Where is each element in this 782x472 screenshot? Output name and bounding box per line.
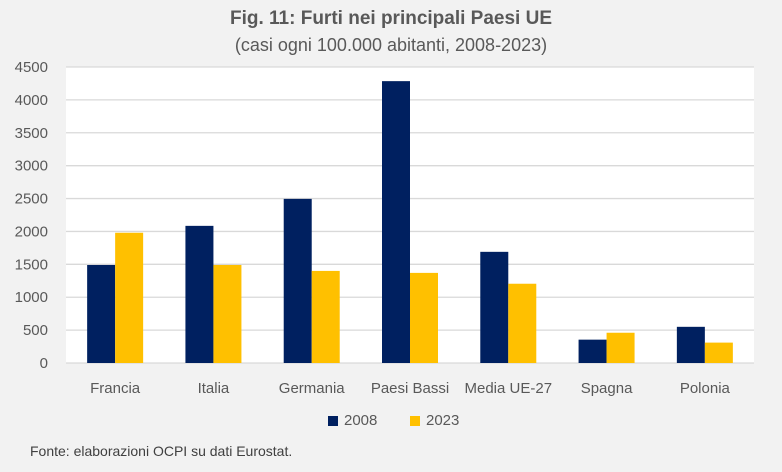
y-tick-label: 1500 (15, 256, 48, 273)
bar-2023-italia (213, 264, 242, 363)
legend-swatch-2008 (328, 415, 338, 426)
bar-2023-germania (311, 270, 340, 363)
legend-item-2023: 2023 (410, 412, 459, 429)
source-note: Fonte: elaborazioni OCPI su dati Eurosta… (30, 443, 293, 459)
bar-2023-polonia (704, 342, 733, 363)
x-tick-label: Germania (279, 380, 346, 397)
bar-2008-polonia (676, 326, 705, 363)
x-tick-label: Media UE-27 (465, 380, 553, 397)
chart-subtitle: (casi ogni 100.000 abitanti, 2008-2023) (234, 35, 548, 55)
y-tick-label: 0 (40, 355, 48, 372)
bar-2008-francia (87, 264, 116, 363)
y-tick-label: 500 (23, 322, 48, 339)
y-tick-label: 4000 (15, 92, 48, 109)
legend-swatch-2023 (410, 415, 420, 426)
bar-2023-media-ue-27 (508, 283, 537, 363)
x-tick-label: Italia (198, 380, 230, 397)
y-tick-label: 2500 (15, 191, 48, 208)
y-tick-label: 1000 (15, 289, 48, 306)
bar-2008-italia (185, 225, 214, 363)
x-tick-label: Paesi Bassi (371, 380, 449, 397)
bar-2023-francia (115, 232, 144, 363)
y-tick-label: 2000 (15, 223, 48, 240)
y-tick-label: 4500 (15, 59, 48, 76)
x-tick-label: Francia (90, 380, 141, 397)
legend-item-2008: 2008 (328, 412, 377, 429)
legend-label-2008: 2008 (344, 412, 378, 429)
x-tick-label: Polonia (680, 380, 731, 397)
bar-2023-paesi-bassi (410, 272, 438, 363)
y-tick-label: 3500 (15, 125, 48, 142)
y-tick-label: 3000 (15, 158, 48, 175)
bar-2008-germania (283, 198, 312, 363)
legend-label-2023: 2023 (426, 412, 460, 429)
bar-2008-paesi-bassi (382, 81, 410, 364)
chart-title: Fig. 11: Furti nei principali Paesi UE (229, 8, 553, 29)
bar-2008-media-ue-27 (480, 251, 509, 363)
bar-2023-spagna (606, 332, 635, 363)
x-tick-label: Spagna (581, 380, 633, 397)
bar-2008-spagna (578, 339, 607, 363)
